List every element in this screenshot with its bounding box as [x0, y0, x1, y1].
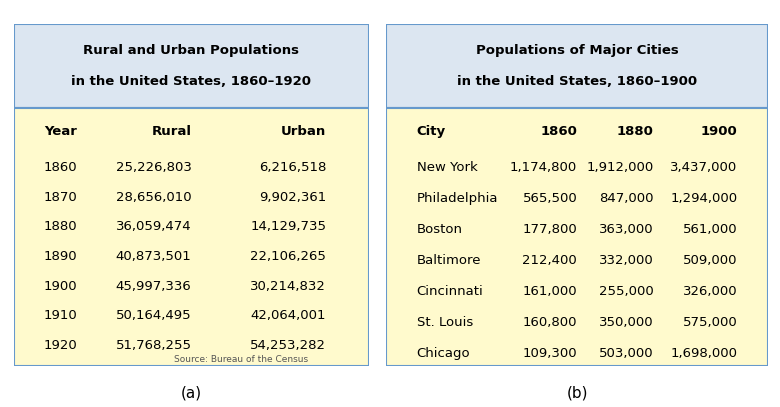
Text: 28,656,010: 28,656,010 — [116, 191, 191, 204]
FancyBboxPatch shape — [14, 24, 369, 108]
Text: 36,059,474: 36,059,474 — [116, 221, 191, 234]
Text: Year: Year — [44, 125, 76, 138]
Text: 177,800: 177,800 — [523, 223, 577, 236]
Text: 45,997,336: 45,997,336 — [115, 280, 191, 293]
Text: 54,253,282: 54,253,282 — [250, 339, 326, 352]
Text: in the United States, 1860–1900: in the United States, 1860–1900 — [457, 75, 697, 88]
Text: 40,873,501: 40,873,501 — [115, 250, 191, 263]
Text: 1890: 1890 — [44, 250, 77, 263]
FancyBboxPatch shape — [386, 108, 768, 366]
Text: Chicago: Chicago — [417, 347, 470, 360]
Text: 1,912,000: 1,912,000 — [587, 161, 654, 174]
Text: 1860: 1860 — [44, 161, 77, 174]
Text: 14,129,735: 14,129,735 — [250, 221, 326, 234]
Text: 575,000: 575,000 — [683, 316, 738, 329]
Text: 160,800: 160,800 — [523, 316, 577, 329]
Text: 1910: 1910 — [44, 309, 77, 322]
Text: Boston: Boston — [417, 223, 463, 236]
Text: 1,174,800: 1,174,800 — [510, 161, 577, 174]
Text: 847,000: 847,000 — [599, 192, 654, 205]
Text: Source: Bureau of the Census: Source: Bureau of the Census — [174, 355, 308, 364]
Text: 3,437,000: 3,437,000 — [671, 161, 738, 174]
Text: 212,400: 212,400 — [523, 254, 577, 267]
Text: 509,000: 509,000 — [683, 254, 738, 267]
FancyBboxPatch shape — [14, 108, 369, 366]
Text: 50,164,495: 50,164,495 — [116, 309, 191, 322]
Text: 1860: 1860 — [541, 125, 577, 138]
Text: 326,000: 326,000 — [683, 285, 738, 298]
Text: Rural: Rural — [151, 125, 191, 138]
Text: (a): (a) — [181, 385, 202, 400]
Text: Cincinnati: Cincinnati — [417, 285, 484, 298]
Text: Philadelphia: Philadelphia — [417, 192, 498, 205]
Text: 1900: 1900 — [44, 280, 77, 293]
Text: 6,216,518: 6,216,518 — [259, 161, 326, 174]
Text: 503,000: 503,000 — [599, 347, 654, 360]
Text: 1,698,000: 1,698,000 — [671, 347, 738, 360]
Text: New York: New York — [417, 161, 477, 174]
Text: 51,768,255: 51,768,255 — [115, 339, 191, 352]
Text: 565,500: 565,500 — [523, 192, 577, 205]
Text: 332,000: 332,000 — [599, 254, 654, 267]
Text: Urban: Urban — [281, 125, 326, 138]
Text: Baltimore: Baltimore — [417, 254, 481, 267]
Text: St. Louis: St. Louis — [417, 316, 473, 329]
Text: 30,214,832: 30,214,832 — [250, 280, 326, 293]
Text: 25,226,803: 25,226,803 — [115, 161, 191, 174]
Text: 1880: 1880 — [44, 221, 77, 234]
Text: 1880: 1880 — [617, 125, 654, 138]
Text: 1920: 1920 — [44, 339, 77, 352]
Text: City: City — [417, 125, 446, 138]
FancyBboxPatch shape — [386, 24, 768, 108]
Text: 350,000: 350,000 — [599, 316, 654, 329]
Text: 161,000: 161,000 — [523, 285, 577, 298]
Text: 9,902,361: 9,902,361 — [259, 191, 326, 204]
Text: 42,064,001: 42,064,001 — [251, 309, 326, 322]
Text: 1870: 1870 — [44, 191, 77, 204]
Text: 255,000: 255,000 — [599, 285, 654, 298]
Text: (b): (b) — [566, 385, 588, 400]
Text: 363,000: 363,000 — [599, 223, 654, 236]
Text: 109,300: 109,300 — [523, 347, 577, 360]
Text: Rural and Urban Populations: Rural and Urban Populations — [83, 44, 300, 57]
Text: 22,106,265: 22,106,265 — [250, 250, 326, 263]
Text: Populations of Major Cities: Populations of Major Cities — [476, 44, 679, 57]
Text: 1900: 1900 — [701, 125, 738, 138]
Text: 561,000: 561,000 — [683, 223, 738, 236]
Text: in the United States, 1860–1920: in the United States, 1860–1920 — [72, 75, 311, 88]
Text: 1,294,000: 1,294,000 — [671, 192, 738, 205]
